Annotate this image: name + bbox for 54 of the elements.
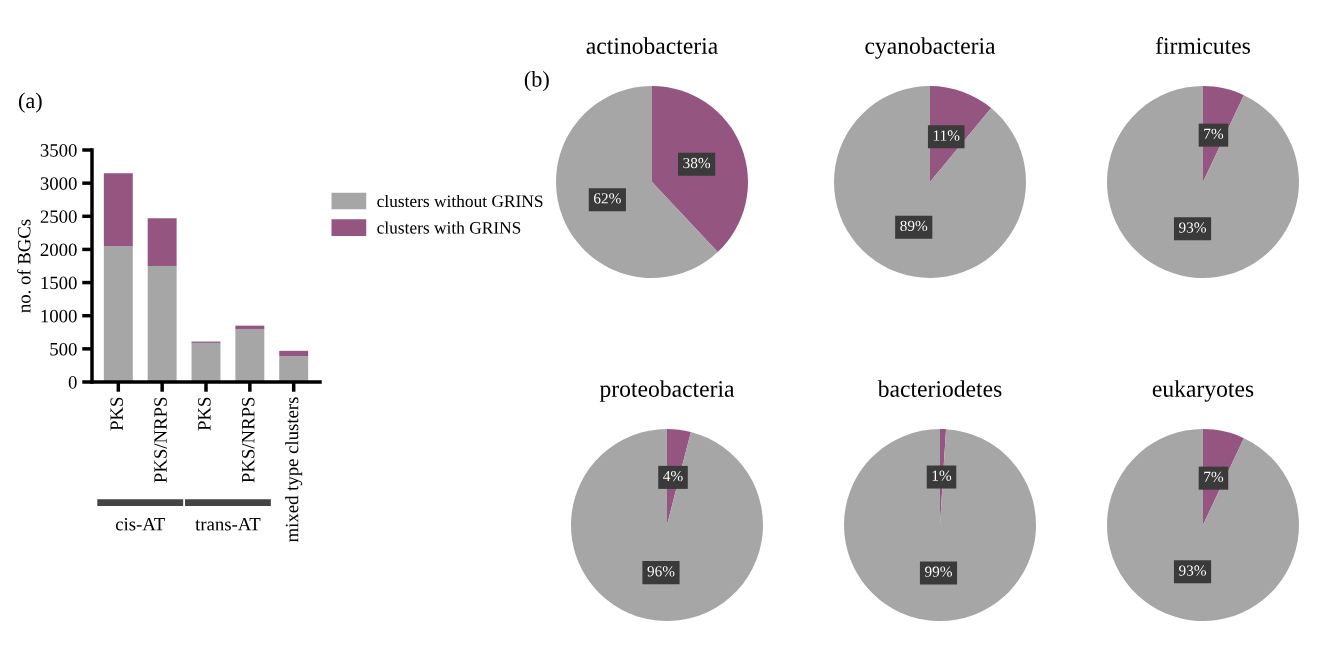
pie-slice: [1107, 429, 1299, 621]
legend-label: clusters without GRINS: [377, 194, 543, 208]
data-label: 4%: [663, 470, 683, 482]
chart-title: proteobacteria: [599, 380, 735, 402]
bar: [147, 266, 177, 382]
data-label: 99%: [924, 566, 952, 577]
data-label: 93%: [1179, 565, 1207, 576]
data-label: 7%: [1204, 471, 1224, 483]
text: (b): [524, 71, 549, 92]
data-label: 7%: [1204, 128, 1224, 140]
text: (a): [18, 92, 42, 113]
x-tick-label: PKS/NRPS: [154, 397, 167, 483]
pie-slice: [652, 86, 748, 252]
bar: [103, 246, 133, 382]
bar: [235, 328, 265, 382]
bar: [191, 342, 221, 382]
pie-slice: [1107, 86, 1299, 278]
chart-title: cyanobacteria: [865, 37, 996, 59]
chart-title: actinobacteria: [586, 37, 718, 54]
data-label: 89%: [900, 220, 928, 232]
y-tick-label: 500: [50, 342, 77, 356]
bar: [103, 173, 133, 247]
data-label: 93%: [1179, 222, 1207, 233]
bar: [279, 350, 309, 357]
bar: [235, 325, 265, 329]
y-tick-label: 3500: [40, 144, 77, 157]
y-tick-label: 2000: [40, 243, 77, 257]
x-tick-label: PKS/NRPS: [241, 397, 255, 483]
y-tick-label: 1000: [41, 309, 77, 323]
y-tick-label: 2500: [40, 210, 77, 223]
y-axis-title: no. of BGCs: [17, 219, 31, 313]
x-tick-label: PKS: [110, 397, 123, 431]
chart-title: eukaryotes: [1152, 380, 1254, 402]
text: trans-AT: [195, 517, 261, 531]
bar: [147, 218, 177, 266]
pie-slice: [556, 86, 718, 278]
data-label: 38%: [683, 157, 711, 169]
data-label: 1%: [932, 470, 952, 481]
chart-title: firmicutes: [1155, 37, 1251, 54]
y-tick-label: 0: [68, 376, 77, 389]
legend-label: clusters with GRINS: [377, 221, 521, 234]
data-label: 96%: [647, 566, 675, 577]
x-tick-label: PKS: [198, 397, 211, 431]
y-tick-label: 1500: [41, 276, 77, 290]
text: cis-AT: [115, 517, 165, 531]
y-tick-label: 3000: [40, 177, 77, 190]
bar: [279, 356, 309, 382]
chart-title: bacteriodetes: [877, 380, 1002, 397]
data-label: 62%: [594, 193, 621, 204]
data-label: 11%: [933, 130, 960, 141]
pie-slice: [834, 86, 1026, 278]
x-tick-label: mixed type clusters: [285, 397, 303, 542]
pie-slice: [844, 429, 1036, 621]
pie-slice: [571, 429, 763, 621]
